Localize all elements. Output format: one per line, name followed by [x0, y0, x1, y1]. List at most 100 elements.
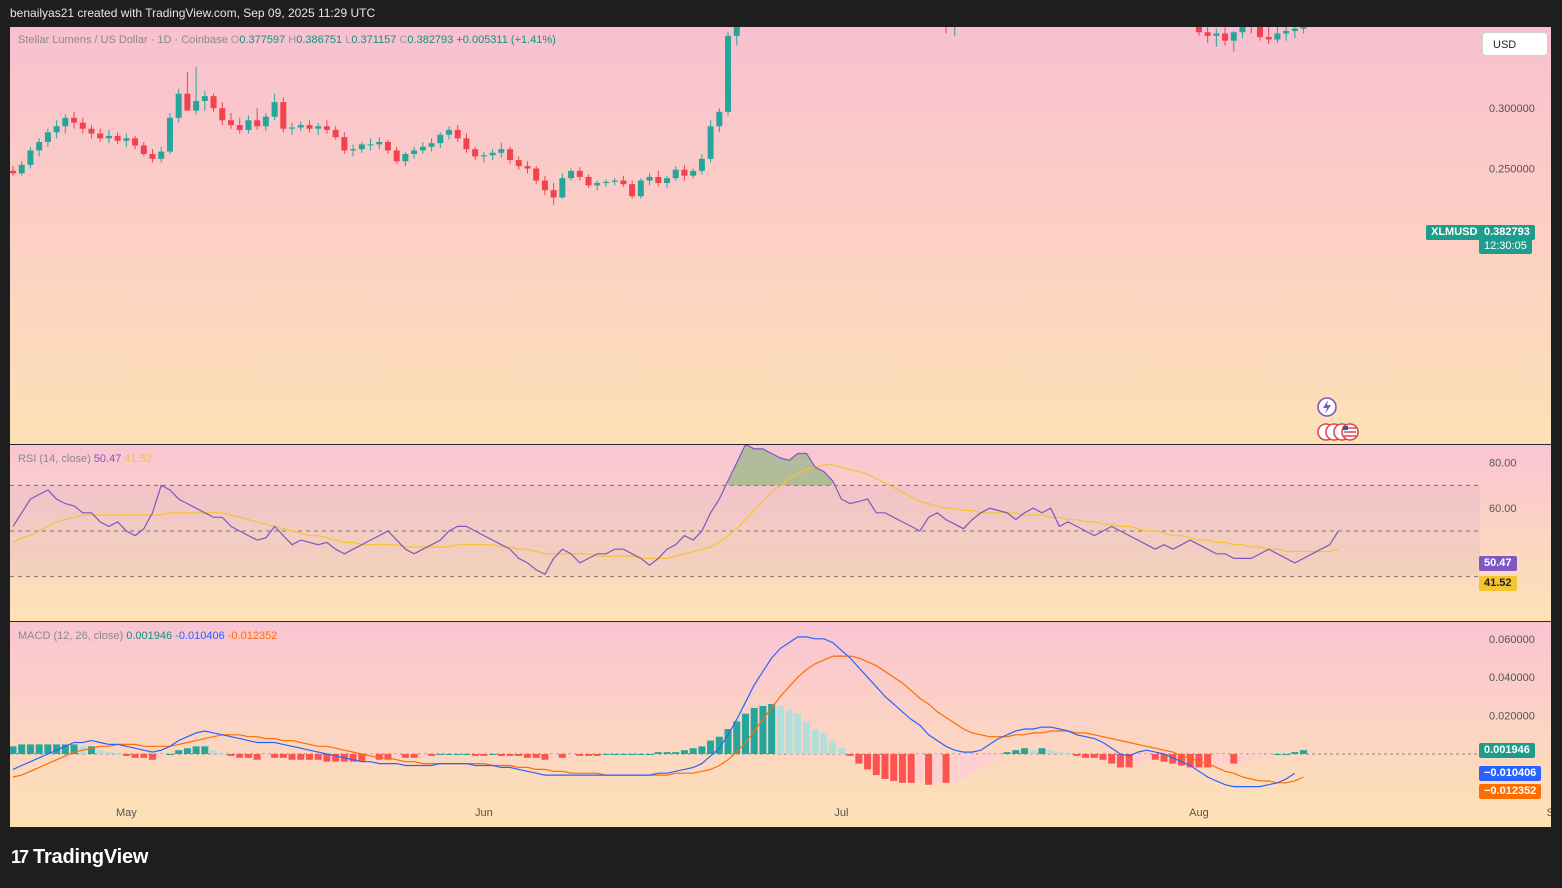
- candle-body: [158, 151, 165, 159]
- macd-histogram-bar: [1029, 750, 1037, 754]
- macd-histogram-bar: [654, 752, 662, 754]
- candle-body: [367, 144, 374, 146]
- macd-histogram-bar: [864, 754, 872, 770]
- macd-histogram-bar: [811, 729, 819, 754]
- price-chart[interactable]: 0.5000000.4500000.4000000.3500000.300000…: [10, 27, 1551, 444]
- macd-histogram-bar: [907, 754, 915, 783]
- rsi-legend-label: RSI (14, close): [18, 453, 91, 465]
- macd-histogram-bar: [53, 744, 61, 754]
- macd-histogram-bar: [890, 754, 898, 781]
- macd-histogram-bar: [175, 750, 183, 754]
- macd-histogram-bar: [663, 752, 671, 754]
- macd-signal-tag: −0.012352: [1479, 784, 1542, 799]
- candle-body: [332, 129, 339, 138]
- rsi-ma-tag: 41.52: [1479, 576, 1517, 591]
- macd-histogram-bar: [218, 754, 226, 755]
- macd-histogram-bar: [619, 754, 627, 755]
- candle-body: [602, 181, 609, 183]
- macd-line-legend: -0.010406: [175, 630, 225, 642]
- macd-histogram-bar: [236, 754, 244, 758]
- candle-body: [254, 120, 261, 127]
- candle-body: [472, 149, 479, 157]
- candle-body: [114, 135, 121, 141]
- macd-histogram-bar: [1073, 754, 1081, 756]
- macd-pane[interactable]: 0.0600000.0400000.020000MayJunJulAugSep …: [10, 622, 1551, 827]
- macd-histogram-bar: [1038, 748, 1046, 754]
- macd-histogram-bar: [480, 754, 488, 756]
- candle-body: [384, 141, 391, 151]
- rsi-pane[interactable]: 80.00 60.00 RSI (14, close) 50.47 41.52 5…: [10, 445, 1551, 621]
- candle-body: [350, 149, 357, 151]
- candle-body: [166, 117, 173, 152]
- open-value: 0.377597: [239, 34, 286, 46]
- price-pane[interactable]: 0.5000000.4500000.4000000.3500000.300000…: [10, 27, 1551, 444]
- macd-histogram-bar: [1143, 754, 1151, 760]
- candle-body: [1291, 28, 1298, 32]
- candle-body: [79, 122, 86, 129]
- lightning-icon[interactable]: [1317, 397, 1337, 417]
- macd-histogram-bar: [576, 754, 584, 756]
- candle-body: [393, 150, 400, 162]
- candle-body: [201, 96, 208, 101]
- macd-histogram-bar: [733, 721, 741, 754]
- macd-histogram-bar: [288, 754, 296, 760]
- macd-histogram-bar: [105, 752, 113, 754]
- macd-histogram-bar: [1186, 754, 1194, 768]
- us-flag-icons[interactable]: [1317, 423, 1359, 441]
- macd-histogram-bar: [1273, 754, 1281, 755]
- candle-body: [637, 180, 644, 197]
- macd-histogram-bar: [1256, 754, 1264, 758]
- macd-histogram-bar: [829, 740, 837, 754]
- candle-body: [219, 108, 226, 121]
- macd-histogram-bar: [140, 754, 148, 758]
- candle-body: [664, 178, 670, 183]
- candle-body: [716, 111, 723, 127]
- candle-body: [733, 27, 740, 36]
- macd-histogram-bar: [724, 729, 732, 754]
- time-axis-tick: Sep: [1547, 807, 1551, 819]
- candle-body: [515, 160, 522, 167]
- macd-histogram-bar: [1282, 754, 1290, 755]
- macd-histogram-bar: [35, 744, 43, 754]
- macd-histogram-bar: [410, 754, 418, 758]
- candle-body: [707, 126, 714, 159]
- macd-histogram-bar: [1177, 754, 1185, 766]
- rsi-ma-legend-value: 41.52: [124, 453, 152, 465]
- candle-body: [454, 129, 461, 139]
- macd-histogram-bar: [881, 754, 889, 779]
- macd-histogram-bar: [794, 713, 802, 754]
- candle-body: [376, 141, 383, 145]
- macd-histogram-bar: [428, 754, 436, 756]
- candle-body: [36, 141, 43, 151]
- macd-histogram-bar: [131, 754, 139, 758]
- candle-body: [1283, 31, 1290, 34]
- candle-body: [646, 176, 653, 181]
- macd-histogram-bar: [227, 754, 235, 756]
- macd-histogram-bar: [1090, 754, 1098, 758]
- candle-body: [507, 149, 514, 161]
- macd-histogram-bar: [837, 748, 845, 754]
- time-axis-tick: Jun: [475, 807, 493, 819]
- candle-body: [480, 155, 487, 157]
- chart-area[interactable]: 0.5000000.4500000.4000000.3500000.300000…: [10, 27, 1551, 827]
- macd-histogram-bar: [384, 754, 392, 760]
- event-icons[interactable]: [1312, 394, 1372, 444]
- currency-button[interactable]: USD: [1482, 32, 1548, 56]
- macd-chart[interactable]: 0.060000 0.040000 0.020000 May Jun Jul Aug Sep: [10, 622, 1551, 827]
- macd-histogram-bar: [855, 754, 863, 764]
- candle-body: [123, 138, 130, 141]
- macd-histogram-bar: [1300, 750, 1308, 754]
- macd-histogram-bar: [349, 754, 357, 762]
- candle-body: [1274, 33, 1281, 40]
- macd-histogram-bar: [122, 754, 130, 756]
- macd-histogram-bar: [332, 754, 340, 762]
- candle-body: [193, 100, 200, 111]
- candle-body: [18, 164, 25, 174]
- candle-body: [437, 134, 444, 144]
- macd-histogram-bar: [977, 754, 985, 770]
- rsi-legend-value: 50.47: [93, 453, 122, 465]
- macd-histogram-bar: [1021, 748, 1029, 754]
- rsi-chart[interactable]: 80.00 60.00: [10, 445, 1551, 621]
- candle-body: [149, 154, 156, 159]
- macd-histogram-bar: [776, 706, 784, 754]
